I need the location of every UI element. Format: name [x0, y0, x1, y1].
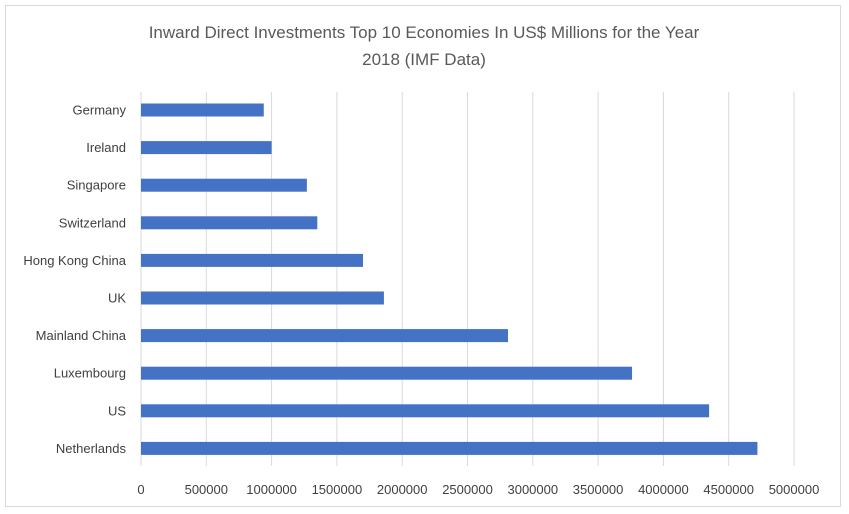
x-axis-tick-labels: 0 500000 1000000 1500000 2000000 2500000 30000…	[137, 482, 819, 497]
x-tick-label: 4000000	[638, 482, 689, 497]
bar	[141, 178, 307, 192]
bar	[141, 253, 364, 267]
bar	[141, 216, 318, 230]
bar	[141, 404, 710, 418]
category-label: Switzerland	[59, 215, 126, 230]
bars	[141, 103, 758, 455]
category-label: Hong Kong China	[23, 253, 126, 268]
bar	[141, 291, 384, 305]
category-label: Germany	[73, 103, 127, 118]
category-label: Netherlands	[56, 441, 127, 456]
x-tick-label: 5000000	[769, 482, 820, 497]
bar	[141, 329, 508, 343]
category-label: Mainland China	[36, 328, 127, 343]
chart-title-line-1: Inward Direct Investments Top 10 Economi…	[149, 23, 700, 42]
bar	[141, 141, 272, 155]
bar	[141, 441, 758, 455]
category-label: Luxembourg	[54, 366, 126, 381]
gridlines	[140, 92, 795, 466]
x-tick-label: 2000000	[377, 482, 428, 497]
chart-title-line-2: 2018 (IMF Data)	[362, 50, 486, 69]
x-tick-label: 0	[137, 482, 144, 497]
category-label: Ireland	[86, 140, 126, 155]
x-tick-label: 500000	[185, 482, 228, 497]
x-tick-label: 1000000	[246, 482, 297, 497]
x-tick-label: 3000000	[507, 482, 558, 497]
category-label: UK	[108, 291, 126, 306]
x-tick-label: 4500000	[703, 482, 754, 497]
x-tick-label: 1500000	[312, 482, 363, 497]
x-tick-label: 2500000	[442, 482, 493, 497]
x-tick-label: 3500000	[573, 482, 624, 497]
bar	[141, 366, 633, 380]
bar	[141, 103, 264, 117]
category-label: US	[108, 403, 126, 418]
category-labels: Germany Ireland Singapore Switzerland Hong K…	[23, 103, 126, 456]
category-label: Singapore	[67, 178, 126, 193]
